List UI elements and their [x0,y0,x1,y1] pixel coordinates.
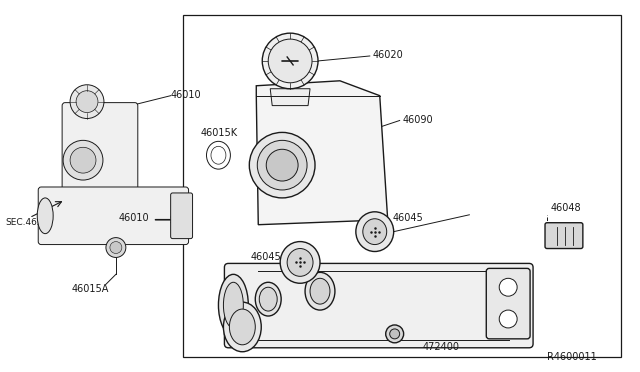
Text: 46020: 46020 [372,50,403,60]
Circle shape [257,140,307,190]
FancyBboxPatch shape [545,223,583,248]
Ellipse shape [223,302,261,352]
Ellipse shape [310,278,330,304]
Text: 46015K: 46015K [200,128,237,138]
Text: 46090: 46090 [403,115,433,125]
Ellipse shape [37,198,53,234]
Circle shape [386,325,404,343]
Text: 46010: 46010 [171,90,201,100]
Ellipse shape [280,241,320,283]
Circle shape [262,33,318,89]
Polygon shape [270,89,310,106]
Bar [182,15,621,357]
Ellipse shape [259,287,277,311]
Circle shape [110,241,122,253]
Ellipse shape [356,212,394,251]
FancyBboxPatch shape [486,268,530,339]
Text: 472400: 472400 [422,342,460,352]
Text: 46045: 46045 [250,253,281,263]
Ellipse shape [218,274,248,336]
Circle shape [106,238,126,257]
FancyBboxPatch shape [171,193,193,238]
Text: 46010: 46010 [119,213,150,223]
Ellipse shape [223,282,243,328]
Circle shape [70,85,104,119]
FancyBboxPatch shape [225,263,533,348]
Ellipse shape [305,272,335,310]
Circle shape [63,140,103,180]
Circle shape [266,149,298,181]
Polygon shape [256,81,388,225]
FancyBboxPatch shape [62,103,138,198]
Ellipse shape [363,219,387,244]
Circle shape [250,132,315,198]
FancyBboxPatch shape [38,187,189,244]
Circle shape [390,329,399,339]
Text: 46015A: 46015A [71,284,108,294]
Circle shape [76,91,98,113]
Circle shape [268,39,312,83]
Circle shape [499,278,517,296]
Ellipse shape [255,282,281,316]
Text: 46045: 46045 [393,213,424,223]
Circle shape [70,147,96,173]
Text: SEC.462: SEC.462 [5,218,43,227]
Text: 46048: 46048 [551,203,582,213]
Ellipse shape [287,248,313,276]
Ellipse shape [229,309,255,345]
Text: R4600011: R4600011 [547,352,596,362]
Circle shape [499,310,517,328]
